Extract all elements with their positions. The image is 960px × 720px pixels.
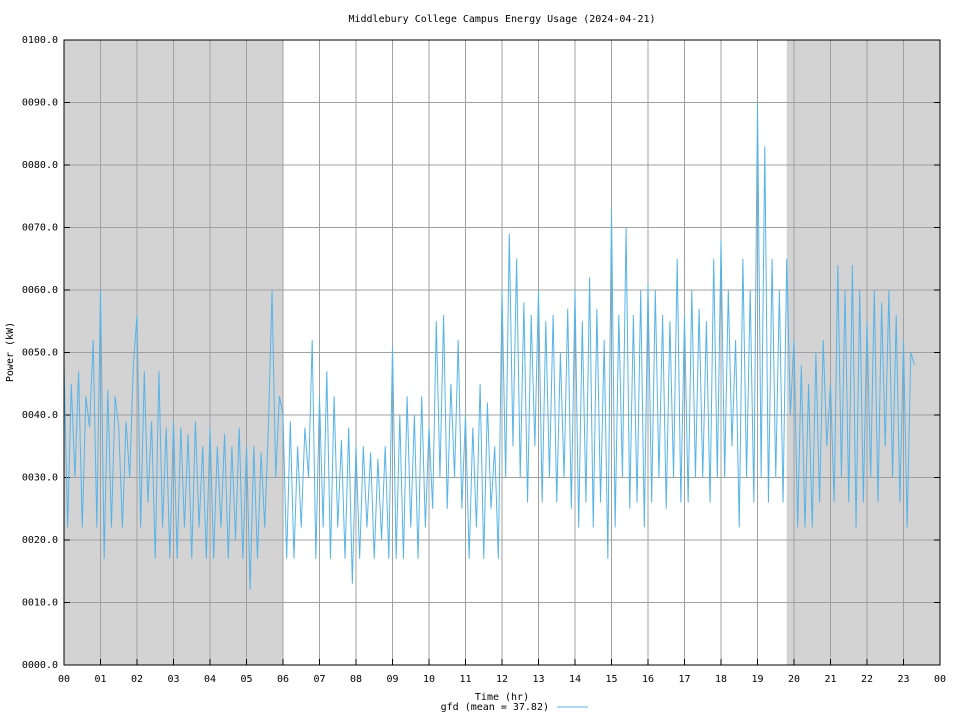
x-axis-label: Time (hr): [475, 692, 529, 703]
x-tick-label: 06: [277, 674, 289, 685]
x-tick-label: 12: [496, 674, 508, 685]
data-line: [63, 102, 915, 591]
chart-title: Middlebury College Campus Energy Usage (…: [348, 14, 655, 25]
x-tick-label: 00: [58, 674, 70, 685]
x-tick-label: 17: [678, 674, 690, 685]
y-tick-label: 0100.0: [22, 35, 58, 46]
x-tick-label: 01: [94, 674, 106, 685]
plot-frame: [63, 39, 941, 666]
x-tick-label: 05: [240, 674, 252, 685]
y-tick-label: 0020.0: [22, 535, 58, 546]
x-tick-label: 22: [861, 674, 873, 685]
x-tick-label: 09: [386, 674, 398, 685]
y-tick-label: 0050.0: [22, 348, 58, 359]
x-tick-label: 08: [350, 674, 362, 685]
x-tick-label: 21: [824, 674, 836, 685]
x-tick-label: 15: [605, 674, 617, 685]
x-tick-label: 13: [532, 674, 544, 685]
y-tick-label: 0060.0: [22, 285, 58, 296]
x-tick-label: 02: [131, 674, 143, 685]
x-tick-label: 20: [788, 674, 800, 685]
x-tick-label: 11: [459, 674, 471, 685]
y-axis-label: Power (kW): [5, 322, 16, 382]
x-tick-label: 07: [313, 674, 325, 685]
x-tick-label: 00: [934, 674, 946, 685]
y-tick-label: 0030.0: [22, 473, 58, 484]
y-tick-label: 0070.0: [22, 223, 58, 234]
y-tick-label: 0040.0: [22, 410, 58, 421]
y-tick-label: 0090.0: [22, 98, 58, 109]
x-tick-label: 10: [423, 674, 435, 685]
x-tick-label: 03: [167, 674, 179, 685]
legend-label: gfd (mean = 37.82): [441, 702, 549, 713]
y-tick-label: 0010.0: [22, 598, 58, 609]
x-tick-label: 04: [204, 674, 216, 685]
y-tick-label: 0080.0: [22, 160, 58, 171]
x-tick-label: 23: [897, 674, 909, 685]
x-tick-label: 14: [569, 674, 581, 685]
x-tick-label: 16: [642, 674, 654, 685]
x-tick-label: 19: [751, 674, 763, 685]
x-tick-label: 18: [715, 674, 727, 685]
y-tick-label: 0000.0: [22, 660, 58, 671]
